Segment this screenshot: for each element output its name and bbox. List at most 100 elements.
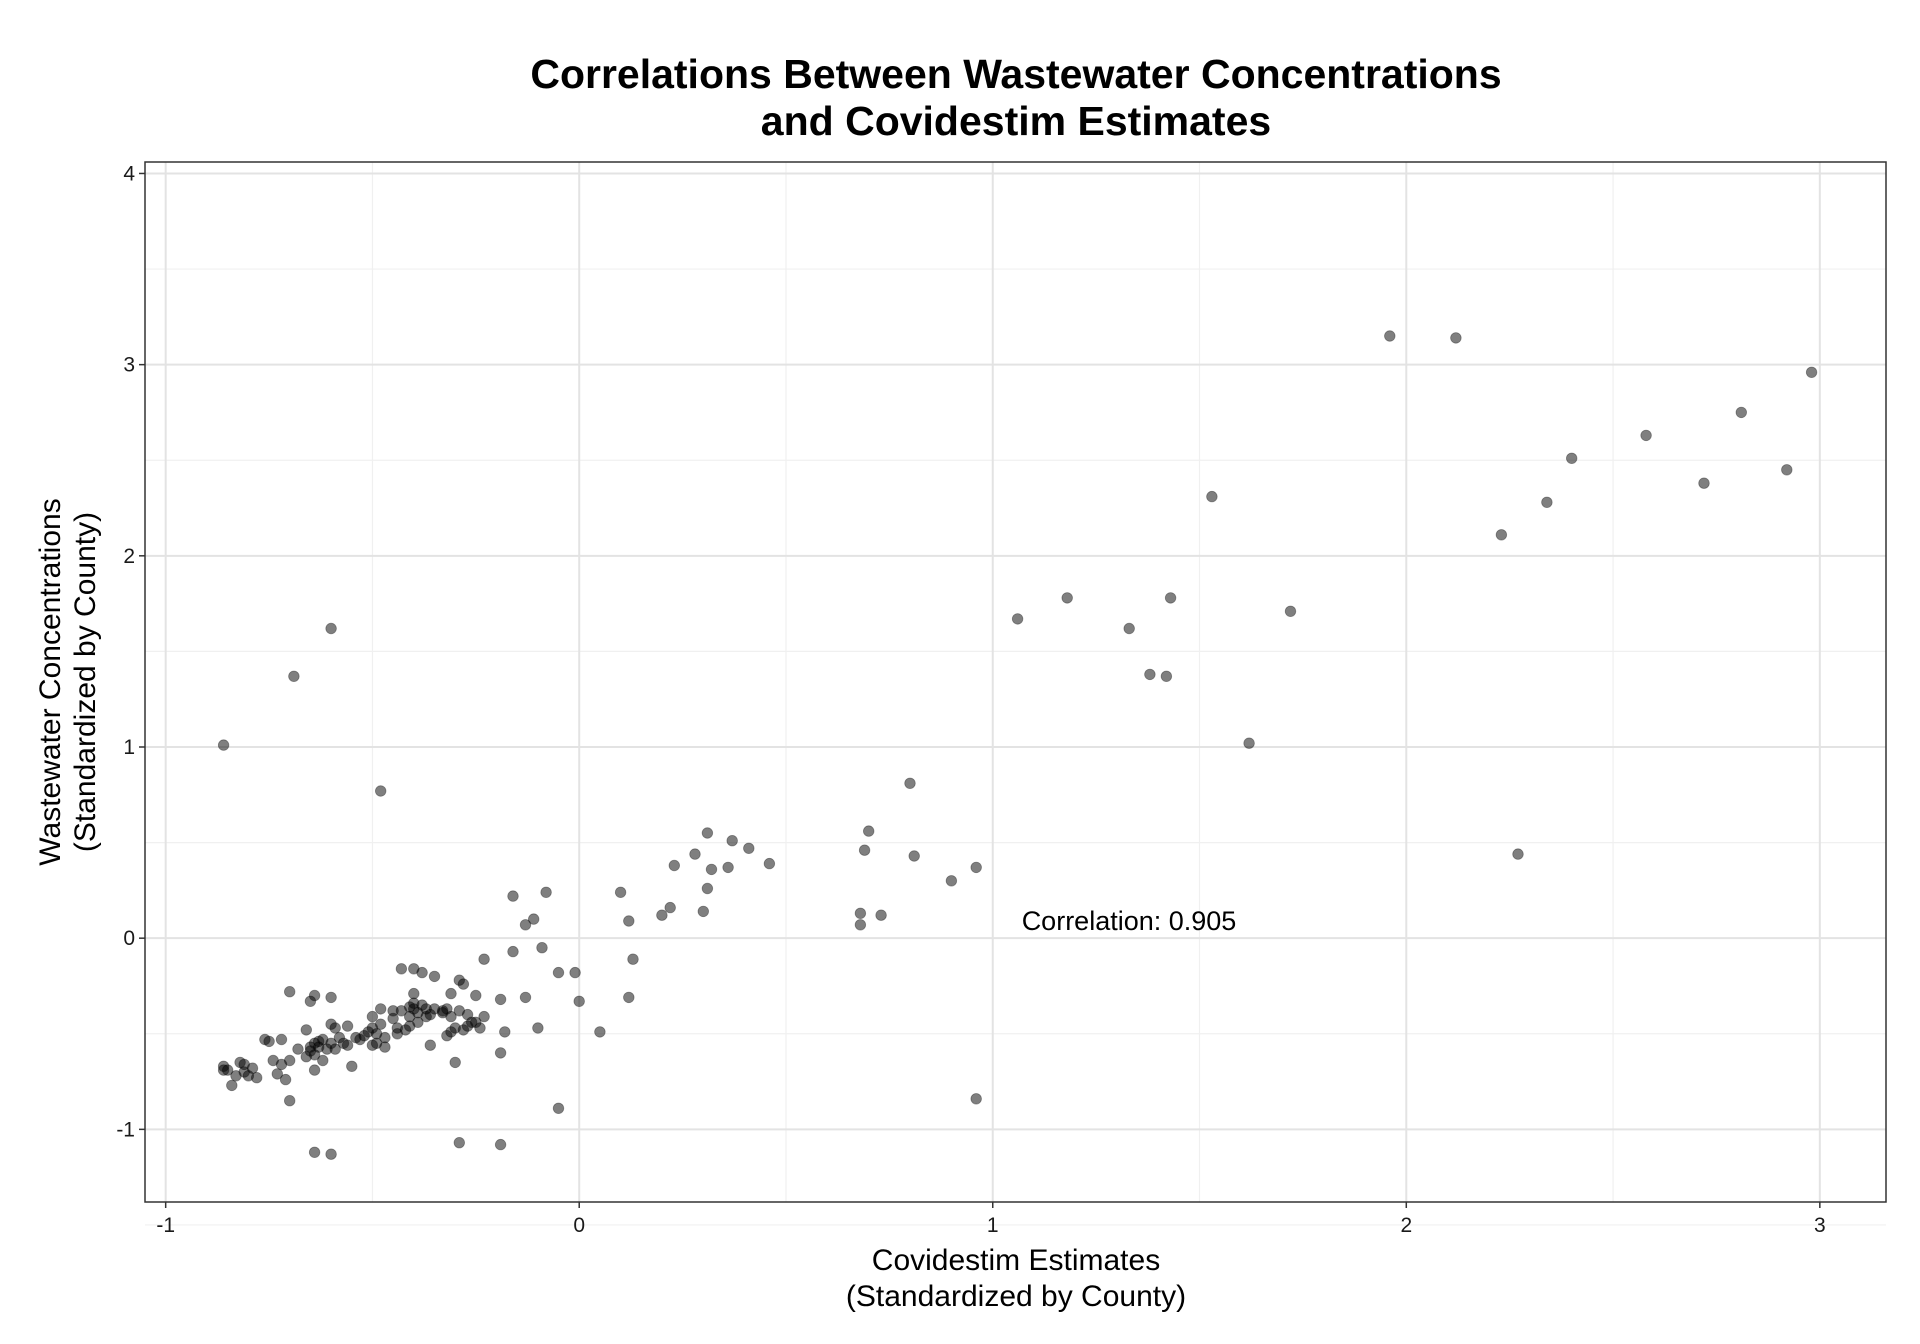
data-point bbox=[329, 1022, 341, 1034]
data-point bbox=[494, 993, 507, 1006]
y-tick-label: -1 bbox=[116, 1118, 135, 1141]
data-point bbox=[284, 986, 296, 998]
data-point bbox=[1805, 366, 1818, 379]
data-point bbox=[552, 966, 565, 979]
data-point bbox=[366, 1010, 379, 1023]
data-point bbox=[449, 1056, 461, 1069]
data-point bbox=[292, 1043, 304, 1055]
data-point bbox=[499, 1026, 511, 1038]
data-point bbox=[308, 1064, 321, 1076]
correlation-annotation: Correlation: 0.905 bbox=[1022, 906, 1237, 936]
data-point bbox=[445, 987, 457, 1000]
data-point bbox=[540, 886, 552, 899]
data-point bbox=[470, 989, 482, 1002]
data-point bbox=[325, 1148, 337, 1160]
data-point bbox=[246, 1062, 259, 1074]
data-point bbox=[532, 1022, 544, 1034]
data-point bbox=[701, 882, 714, 895]
plot-panel bbox=[145, 162, 1886, 1202]
y-axis-title-line-2: (Standardized by County) bbox=[69, 512, 102, 852]
plot-border bbox=[144, 161, 1887, 1203]
data-points bbox=[217, 330, 1818, 1160]
data-point bbox=[263, 1035, 275, 1048]
data-point bbox=[424, 1039, 437, 1051]
data-point bbox=[668, 859, 681, 872]
data-point bbox=[284, 1054, 296, 1067]
data-point bbox=[1206, 490, 1218, 503]
data-point bbox=[1160, 670, 1173, 683]
data-point bbox=[863, 825, 875, 837]
data-point bbox=[697, 905, 710, 918]
data-point bbox=[519, 991, 532, 1004]
data-point bbox=[1640, 429, 1652, 442]
data-point bbox=[528, 913, 540, 925]
data-point bbox=[743, 842, 755, 855]
data-point bbox=[726, 835, 738, 847]
data-point bbox=[1144, 668, 1156, 681]
grid-lines bbox=[145, 162, 1886, 1226]
data-point bbox=[1384, 330, 1396, 342]
data-point bbox=[623, 915, 635, 927]
x-tick-label: -1 bbox=[156, 1214, 175, 1237]
data-point bbox=[416, 966, 428, 979]
data-point bbox=[507, 945, 519, 958]
y-tick-label: 4 bbox=[123, 162, 135, 185]
data-point bbox=[970, 1093, 982, 1105]
data-point bbox=[875, 909, 887, 921]
data-point bbox=[1495, 529, 1508, 541]
data-point bbox=[288, 670, 300, 683]
data-point bbox=[519, 919, 532, 931]
data-point bbox=[701, 827, 714, 839]
data-point bbox=[375, 785, 387, 797]
data-point bbox=[1164, 592, 1177, 604]
data-point bbox=[408, 987, 420, 1000]
data-point bbox=[300, 1024, 313, 1036]
data-point bbox=[375, 1003, 387, 1015]
data-point bbox=[569, 966, 581, 979]
data-point bbox=[379, 1031, 391, 1044]
y-tick-label: 3 bbox=[123, 354, 135, 377]
y-tick-label: 0 bbox=[123, 927, 135, 950]
data-point bbox=[1735, 406, 1748, 419]
data-point bbox=[854, 907, 867, 920]
data-point bbox=[308, 1146, 321, 1159]
data-point bbox=[1565, 452, 1578, 465]
data-point bbox=[494, 1138, 507, 1151]
data-point bbox=[970, 861, 982, 874]
x-tick-label: 3 bbox=[1814, 1214, 1826, 1237]
data-point bbox=[1061, 592, 1073, 604]
data-point bbox=[854, 919, 867, 931]
data-point bbox=[478, 953, 490, 965]
data-point bbox=[317, 1054, 329, 1067]
data-point bbox=[573, 995, 585, 1008]
data-point bbox=[279, 1073, 292, 1086]
data-point bbox=[705, 863, 718, 876]
data-point bbox=[395, 963, 408, 975]
chart-title-line-2: and Covidestim Estimates bbox=[761, 98, 1271, 144]
data-point bbox=[325, 991, 337, 1004]
y-tick-label: 1 bbox=[123, 736, 135, 759]
data-point bbox=[664, 901, 676, 914]
chart-title-line-1: Correlations Between Wastewater Concentr… bbox=[530, 51, 1501, 97]
data-point bbox=[387, 1012, 399, 1025]
data-point bbox=[858, 844, 871, 856]
data-point bbox=[507, 890, 519, 902]
data-point bbox=[226, 1079, 238, 1092]
data-point bbox=[1512, 848, 1524, 860]
x-axis-ticks: -1 0 1 2 3 bbox=[156, 1202, 1826, 1237]
data-point bbox=[494, 1047, 507, 1059]
data-point bbox=[341, 1039, 354, 1051]
y-axis-title-line-1: Wastewater Concentrations bbox=[34, 498, 67, 865]
data-point bbox=[552, 1102, 565, 1115]
data-point bbox=[908, 850, 920, 862]
data-point bbox=[1541, 496, 1553, 509]
data-point bbox=[474, 1022, 486, 1034]
data-point bbox=[325, 622, 337, 635]
data-point bbox=[1011, 613, 1024, 625]
data-point bbox=[627, 953, 639, 965]
data-point bbox=[375, 1018, 387, 1030]
data-point bbox=[329, 1043, 341, 1055]
data-point bbox=[271, 1068, 284, 1080]
data-point bbox=[1243, 737, 1255, 749]
